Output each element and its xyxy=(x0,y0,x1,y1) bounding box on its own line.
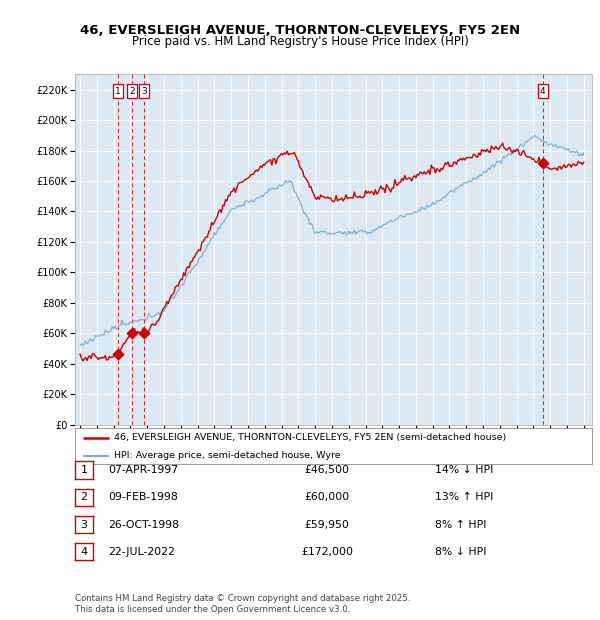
Text: 2: 2 xyxy=(130,87,135,95)
Text: Contains HM Land Registry data © Crown copyright and database right 2025.
This d: Contains HM Land Registry data © Crown c… xyxy=(75,595,410,614)
Text: 4: 4 xyxy=(540,87,545,95)
Text: 09-FEB-1998: 09-FEB-1998 xyxy=(108,492,178,502)
Text: Price paid vs. HM Land Registry's House Price Index (HPI): Price paid vs. HM Land Registry's House … xyxy=(131,35,469,48)
Text: 14% ↓ HPI: 14% ↓ HPI xyxy=(435,465,493,475)
Text: 2: 2 xyxy=(80,492,88,502)
Text: 46, EVERSLEIGH AVENUE, THORNTON-CLEVELEYS, FY5 2EN (semi-detached house): 46, EVERSLEIGH AVENUE, THORNTON-CLEVELEY… xyxy=(114,433,506,442)
Point xyxy=(113,349,123,359)
Point xyxy=(538,157,548,167)
Text: 1: 1 xyxy=(80,465,88,475)
Text: 4: 4 xyxy=(80,547,88,557)
Text: 3: 3 xyxy=(142,87,147,95)
Text: £46,500: £46,500 xyxy=(304,465,349,475)
Text: 3: 3 xyxy=(80,520,88,529)
Point xyxy=(139,329,149,339)
Text: 1: 1 xyxy=(115,87,121,95)
Text: 22-JUL-2022: 22-JUL-2022 xyxy=(108,547,175,557)
Point xyxy=(127,329,137,339)
Text: 8% ↑ HPI: 8% ↑ HPI xyxy=(435,520,487,529)
Text: 46, EVERSLEIGH AVENUE, THORNTON-CLEVELEYS, FY5 2EN: 46, EVERSLEIGH AVENUE, THORNTON-CLEVELEY… xyxy=(80,24,520,37)
Text: £172,000: £172,000 xyxy=(301,547,353,557)
Text: HPI: Average price, semi-detached house, Wyre: HPI: Average price, semi-detached house,… xyxy=(114,451,340,460)
Text: 26-OCT-1998: 26-OCT-1998 xyxy=(108,520,179,529)
Text: 07-APR-1997: 07-APR-1997 xyxy=(108,465,178,475)
Text: £59,950: £59,950 xyxy=(305,520,349,529)
Text: 8% ↓ HPI: 8% ↓ HPI xyxy=(435,547,487,557)
Text: 13% ↑ HPI: 13% ↑ HPI xyxy=(435,492,493,502)
Text: £60,000: £60,000 xyxy=(304,492,350,502)
